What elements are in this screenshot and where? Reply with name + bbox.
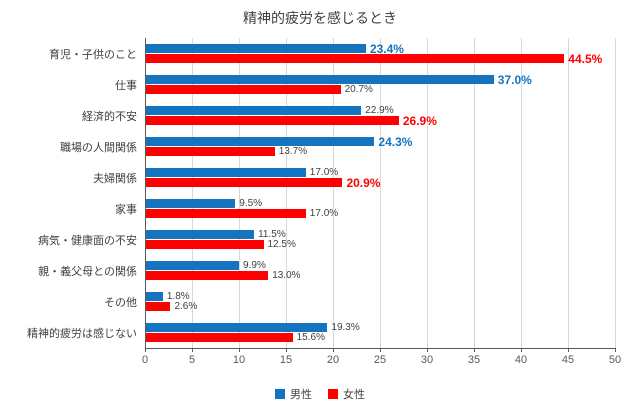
category-label: 親・義父母との関係 [38, 265, 137, 278]
value-label-male: 9.9% [243, 260, 266, 271]
legend-item-female: 女性 [328, 386, 365, 402]
bar-female [146, 240, 264, 249]
legend-label: 男性 [290, 389, 312, 401]
gridline [286, 38, 287, 348]
x-tick-label: 35 [467, 354, 481, 366]
x-axis-tick [521, 348, 522, 352]
value-label-male: 17.0% [309, 167, 339, 178]
category-label: 経済的不安 [82, 110, 137, 123]
value-label-female: 20.7% [344, 84, 373, 95]
bar-female [146, 271, 269, 280]
gridline [380, 38, 381, 348]
bar-male [146, 44, 366, 53]
gridline [521, 38, 522, 348]
x-axis-tick [568, 348, 569, 352]
x-axis-tick [474, 348, 475, 352]
bar-male [146, 261, 240, 270]
x-axis-tick [380, 348, 381, 352]
gridline [615, 38, 616, 348]
legend-item-male: 男性 [275, 386, 312, 402]
x-axis-tick [145, 348, 146, 352]
bar-male [146, 106, 362, 115]
value-label-female: 12.5% [267, 239, 296, 250]
x-axis-tick [615, 348, 616, 352]
category-label: 病気・健康面の不安 [38, 234, 137, 247]
x-tick-label: 25 [373, 354, 387, 366]
bar-female [146, 54, 565, 63]
x-tick-label: 5 [188, 354, 196, 366]
gridline [333, 38, 334, 348]
value-label-male: 22.9% [365, 105, 394, 116]
bar-male [146, 168, 306, 177]
bar-male [146, 75, 494, 84]
value-label-female: 44.5% [568, 51, 603, 66]
x-tick-label: 40 [514, 354, 528, 366]
value-label-male: 23.4% [369, 41, 404, 56]
gridline [239, 38, 240, 348]
bar-male [146, 137, 375, 146]
value-label-female: 13.7% [278, 146, 308, 157]
x-tick-label: 10 [232, 354, 246, 366]
legend: 男性 女性 [0, 386, 640, 402]
value-label-female: 20.9% [346, 175, 381, 190]
x-tick-label: 0 [141, 354, 149, 366]
x-tick-label: 30 [420, 354, 434, 366]
value-label-male: 24.3% [378, 134, 413, 149]
value-label-male: 11.5% [258, 229, 286, 240]
x-axis-tick [239, 348, 240, 352]
chart-title: 精神的疲労を感じるとき [243, 10, 397, 26]
value-label-female: 26.9% [402, 113, 437, 128]
x-tick-label: 45 [561, 354, 575, 366]
category-label: 夫婦関係 [93, 172, 137, 185]
value-label-female: 13.0% [272, 270, 301, 281]
x-tick-label: 50 [608, 354, 622, 366]
value-label-female: 2.6% [174, 301, 198, 312]
legend-swatch-male [275, 389, 285, 399]
category-label: 育児・子供のこと [49, 48, 137, 61]
x-axis-tick [427, 348, 428, 352]
category-label: 家事 [115, 203, 137, 216]
bar-female [146, 85, 341, 94]
x-axis-tick [333, 348, 334, 352]
x-tick-label: 15 [279, 354, 293, 366]
legend-label: 女性 [343, 389, 365, 401]
category-label: 職場の人間関係 [60, 141, 137, 154]
gridline [568, 38, 569, 348]
value-label-male: 37.0% [497, 72, 532, 87]
value-label-male: 19.3% [331, 322, 360, 333]
bar-female [146, 302, 171, 311]
bar-female [146, 209, 306, 218]
bar-female [146, 333, 293, 342]
bar-female [146, 147, 275, 156]
y-axis-line [145, 38, 146, 348]
bar-female [146, 178, 343, 187]
value-label-female: 15.6% [296, 332, 325, 343]
value-label-male: 1.8% [166, 291, 190, 302]
gridline [427, 38, 428, 348]
category-label: 仕事 [115, 79, 137, 92]
value-label-male: 9.5% [239, 198, 263, 209]
gridline [192, 38, 193, 348]
bar-male [146, 323, 328, 332]
bar-male [146, 199, 236, 208]
category-label: 精神的疲労は感じない [27, 327, 137, 340]
x-tick-label: 20 [326, 354, 340, 366]
bar-female [146, 116, 399, 125]
value-label-female: 17.0% [309, 208, 339, 219]
category-label: その他 [104, 296, 137, 309]
legend-swatch-female [328, 389, 338, 399]
x-axis-line [145, 348, 616, 349]
bar-male [146, 292, 163, 301]
gridline [474, 38, 475, 348]
bar-male [146, 230, 255, 239]
x-axis-tick [286, 348, 287, 352]
x-axis-tick [192, 348, 193, 352]
